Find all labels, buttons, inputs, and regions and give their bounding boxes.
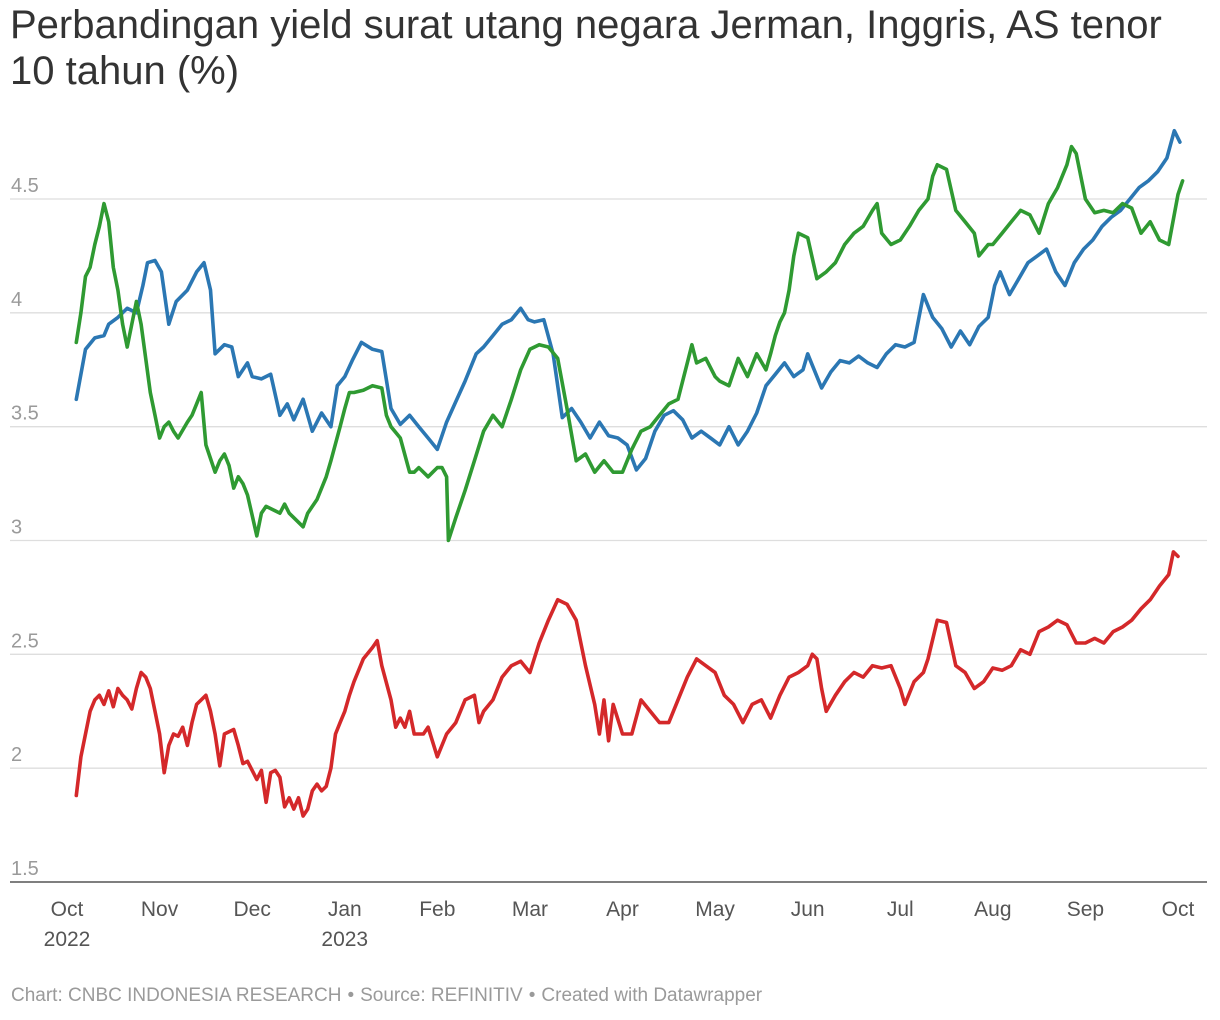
y-tick-label: 2.5 bbox=[11, 630, 39, 652]
y-tick-label: 4.5 bbox=[11, 175, 39, 197]
x-tick-year-label: 2023 bbox=[321, 928, 368, 951]
y-tick-label: 3.5 bbox=[11, 403, 39, 425]
x-tick-label: Oct bbox=[51, 898, 84, 921]
footer-separator: • bbox=[528, 985, 536, 1006]
series-line-inggris bbox=[74, 144, 1185, 543]
x-axis-labels: Oct 2022 Nov Dec Jan 2023 Feb Mar Apr May Jun Jul Au… bbox=[44, 898, 1195, 951]
footer-separator: • bbox=[347, 985, 355, 1006]
y-tick-label: 2 bbox=[11, 744, 22, 766]
series-lines bbox=[74, 128, 1185, 818]
x-tick-label: Jul bbox=[887, 898, 914, 921]
y-tick-label: 4 bbox=[11, 289, 22, 311]
chart-source: Source: REFINITIV bbox=[360, 985, 523, 1006]
y-tick-label: 3 bbox=[11, 517, 22, 539]
x-tick-label: Mar bbox=[512, 898, 548, 921]
x-tick-label: Sep bbox=[1067, 898, 1104, 921]
series-line-jerman bbox=[74, 550, 1180, 818]
x-tick-label: Feb bbox=[419, 898, 455, 921]
chart-title: Perbandingan yield surat utang negara Je… bbox=[10, 3, 1162, 93]
series-line-as bbox=[74, 128, 1182, 472]
x-tick-label: Aug bbox=[974, 898, 1011, 921]
x-tick-label: Jan bbox=[328, 898, 362, 921]
x-tick-label: Oct bbox=[1162, 898, 1195, 921]
x-tick-label: Jun bbox=[791, 898, 825, 921]
x-tick-label: Apr bbox=[606, 898, 639, 921]
x-tick-label: Nov bbox=[141, 898, 179, 921]
y-axis-labels: 1.5 2 2.5 3 3.5 4 4.5 bbox=[11, 175, 39, 880]
chart-credit: Chart: CNBC INDONESIA RESEARCH bbox=[11, 985, 342, 1006]
x-tick-label: Dec bbox=[233, 898, 270, 921]
y-tick-label: 1.5 bbox=[11, 858, 39, 880]
x-tick-label: May bbox=[695, 898, 735, 921]
chart-footer: Chart: CNBC INDONESIA RESEARCH • Source: R… bbox=[11, 985, 762, 1007]
x-tick-year-label: 2022 bbox=[44, 928, 91, 951]
line-chart: 1.5 2 2.5 3 3.5 4 4.5 Oct 2022 Nov Dec Jan 2023 Feb M… bbox=[10, 128, 1207, 951]
chart-created-with: Created with Datawrapper bbox=[541, 985, 763, 1006]
grid-lines bbox=[10, 198, 1207, 883]
